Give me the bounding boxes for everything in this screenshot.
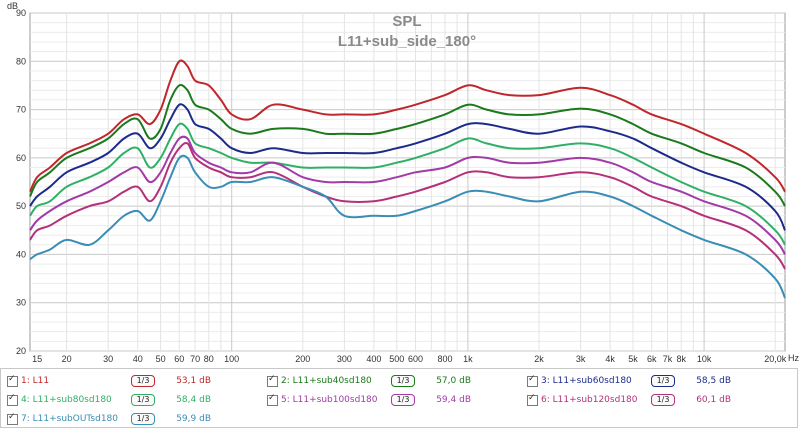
legend-item: 4: L11+sub80sd180 1/3 58,4 dB	[7, 391, 211, 409]
legend-checkbox[interactable]	[527, 393, 538, 406]
x-tick-label: 10k	[697, 354, 712, 364]
y-tick-labels: 20 30 40 50 60 70 80 90	[16, 8, 26, 356]
legend-series-value: 58,5 dB	[696, 376, 731, 386]
legend-smoothing-button[interactable]: 1/3	[651, 394, 675, 406]
y-tick-label: 50	[16, 201, 26, 211]
series-line-l11-sub40sd180	[29, 84, 786, 207]
legend-checkbox[interactable]	[527, 374, 538, 387]
x-tick-label: 500	[389, 354, 404, 364]
series-line-l11-sub60sd180	[29, 103, 786, 231]
y-tick-label: 30	[16, 298, 26, 308]
legend-series-name: 5: L11+sub100sd180	[281, 395, 378, 405]
x-tick-label: 100	[224, 354, 239, 364]
legend-smoothing-button[interactable]: 1/3	[131, 375, 155, 387]
grid-lines	[30, 12, 785, 352]
legend-item: 1: L11 1/3 53,1 dB	[7, 372, 211, 390]
x-tick-label: 2k	[534, 354, 544, 364]
legend-item: 2: L11+sub40sd180 1/3 57,0 dB	[267, 372, 471, 390]
series-line-l11	[29, 59, 786, 193]
legend-checkbox[interactable]	[267, 374, 278, 387]
legend-series-value: 57,0 dB	[436, 376, 471, 386]
legend-checkbox[interactable]	[7, 374, 18, 387]
x-tick-label: 15	[32, 354, 42, 364]
x-tick-label: 80	[204, 354, 214, 364]
legend-item: 3: L11+sub60sd180 1/3 58,5 dB	[527, 372, 731, 390]
legend-item: 5: L11+sub100sd180 1/3 59,4 dB	[267, 391, 471, 409]
series-line-l11-sub100sd180	[29, 135, 786, 255]
x-tick-label: 300	[337, 354, 352, 364]
legend: 1: L11 1/3 53,1 dB 2: L11+sub40sd180 1/3 57,0…	[0, 368, 798, 428]
legend-checkbox[interactable]	[267, 393, 278, 406]
x-tick-label: 30	[103, 354, 113, 364]
spl-chart: 20 30 40 50 60 70 80 90 15 20 30 40 50 60 70 80 100 200 3…	[7, 1, 799, 364]
legend-series-value: 59,9 dB	[176, 414, 211, 424]
y-tick-label: 60	[16, 153, 26, 163]
x-tick-label: 1k	[463, 354, 473, 364]
y-tick-label: 20	[16, 346, 26, 356]
legend-series-value: 59,4 dB	[436, 395, 471, 405]
x-tick-labels: 15 20 30 40 50 60 70 80 100 200 300 400 500 600 800 1k 2…	[32, 354, 787, 364]
legend-smoothing-button[interactable]: 1/3	[651, 375, 675, 387]
x-tick-label: 8k	[676, 354, 686, 364]
x-tick-label: 5k	[628, 354, 638, 364]
chart-subtitle: L11+sub_side_180°	[338, 33, 476, 50]
x-tick-label: 600	[408, 354, 423, 364]
x-tick-label: 6k	[647, 354, 657, 364]
x-tick-label: 50	[156, 354, 166, 364]
series-lines	[29, 59, 786, 299]
legend-series-name: 3: L11+sub60sd180	[541, 376, 632, 386]
legend-checkbox[interactable]	[7, 412, 18, 425]
y-tick-label: 80	[16, 56, 26, 66]
legend-series-name: 1: L11	[21, 376, 50, 386]
x-axis-unit: Hz	[788, 353, 799, 363]
y-tick-label: 90	[16, 8, 26, 18]
series-line-l11-sub80sd180	[29, 122, 786, 246]
legend-series-name: 2: L11+sub40sd180	[281, 376, 372, 386]
legend-series-name: 7: L11+subOUTsd180	[21, 414, 118, 424]
x-tick-label: 3k	[576, 354, 586, 364]
legend-series-value: 60,1 dB	[696, 395, 731, 405]
x-tick-label: 20	[62, 354, 72, 364]
x-tick-label: 4k	[605, 354, 615, 364]
legend-checkbox[interactable]	[7, 393, 18, 406]
legend-smoothing-button[interactable]: 1/3	[391, 394, 415, 406]
chart-title: SPL	[392, 13, 421, 30]
x-tick-label: 60	[174, 354, 184, 364]
y-tick-label: 40	[16, 249, 26, 259]
y-tick-label: 70	[16, 105, 26, 115]
series-line-l11-suboutsd180	[29, 154, 786, 299]
legend-series-name: 6: L11+sub120sd180	[541, 395, 638, 405]
legend-smoothing-button[interactable]: 1/3	[131, 394, 155, 406]
x-tick-label: 40	[133, 354, 143, 364]
legend-series-value: 53,1 dB	[176, 376, 211, 386]
x-tick-label: 400	[366, 354, 381, 364]
x-tick-label: 20,0k	[764, 354, 787, 364]
y-axis-unit: dB	[7, 1, 18, 11]
plot-area	[29, 12, 786, 352]
legend-item: 7: L11+subOUTsd180 1/3 59,9 dB	[7, 410, 211, 428]
legend-smoothing-button[interactable]: 1/3	[131, 413, 155, 425]
legend-smoothing-button[interactable]: 1/3	[391, 375, 415, 387]
x-tick-label: 800	[437, 354, 452, 364]
legend-series-name: 4: L11+sub80sd180	[21, 395, 112, 405]
legend-item: 6: L11+sub120sd180 1/3 60,1 dB	[527, 391, 731, 409]
x-tick-label: 7k	[663, 354, 673, 364]
legend-series-value: 58,4 dB	[176, 395, 211, 405]
x-tick-label: 70	[190, 354, 200, 364]
x-tick-label: 200	[295, 354, 310, 364]
